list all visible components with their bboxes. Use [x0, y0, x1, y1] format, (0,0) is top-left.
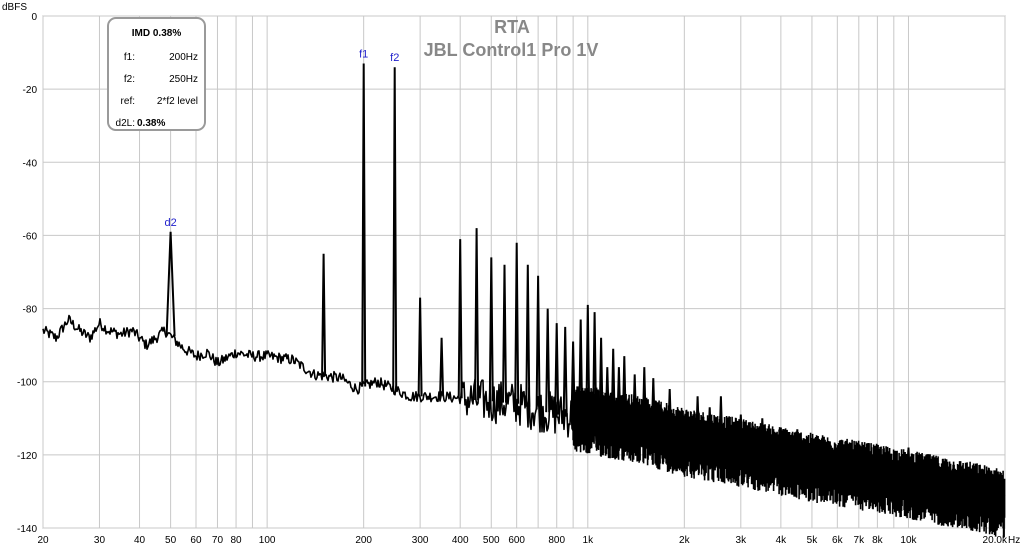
x-axis-unit: Hz [1008, 535, 1020, 546]
info-label-d2l: d2L: [115, 118, 135, 129]
spectrum-peak [570, 341, 576, 417]
x-tick-label: 20.0k [983, 535, 1008, 546]
info-row-d2l: d2L: 0.38% [113, 118, 198, 132]
y-tick-label: -80 [23, 305, 38, 316]
spectrum-peak [535, 275, 541, 410]
info-value-d2l: 0.38% [137, 118, 166, 129]
x-tick-label: 30 [94, 535, 106, 546]
spectrum-peak [610, 348, 616, 424]
spectrum-peak [417, 297, 423, 397]
spectrum-peak [545, 308, 551, 413]
x-tick-label: 70 [212, 535, 224, 546]
spectrum-peak [707, 407, 713, 446]
imd-info-box: IMD 0.38% f1: 200Hz f2: 250Hz ref: 2*f2 … [107, 17, 206, 131]
spectrum-peak [439, 337, 445, 397]
info-value-ref: 2*f2 level [156, 96, 198, 107]
x-tick-label: 4k [776, 535, 788, 546]
info-label-f2: f2: [123, 74, 135, 85]
spectrum-peak [616, 367, 622, 425]
x-tick-label: 6k [832, 535, 844, 546]
y-tick-label: -100 [17, 378, 37, 389]
spectrum-trace-layer [42, 63, 1006, 538]
spectrum-peak [554, 323, 560, 415]
x-tick-label: 200 [355, 535, 372, 546]
spectrum-peak [641, 367, 647, 430]
spectrum-peak [604, 367, 610, 423]
spectrum-peak [392, 67, 398, 390]
spectrum-peak [906, 447, 911, 483]
y-tick-label: 0 [31, 12, 37, 23]
marker-label-f1: f1 [359, 49, 368, 61]
spectrum-peak [165, 231, 176, 337]
spectrum-peak [695, 396, 701, 443]
spectrum-peak [874, 451, 880, 477]
y-tick-label: -60 [23, 231, 38, 242]
spectrum-peak [562, 326, 568, 416]
spectrum-peak [578, 319, 584, 418]
peak-markers: f1 f2 d2 [164, 49, 399, 229]
x-tick-label: 2k [679, 535, 691, 546]
spectrum-peak [361, 63, 367, 387]
chart-subtitle: JBL Control1 Pro 1V [424, 40, 599, 60]
info-label-f1: f1: [123, 52, 135, 63]
chart-title: RTA [494, 17, 530, 37]
x-tick-label: 60 [190, 535, 202, 546]
x-tick-label: 80 [230, 535, 242, 546]
spectrum-peak [621, 356, 627, 426]
y-axis-unit: dBFS [2, 2, 27, 13]
x-tick-label: 40 [134, 535, 146, 546]
spectrum-peak [321, 253, 327, 376]
x-tick-label: 800 [548, 535, 565, 546]
y-tick-label: -40 [23, 158, 38, 169]
spectrum-peak [632, 374, 638, 428]
x-tick-label: 3k [736, 535, 748, 546]
spectrum-peak [834, 447, 840, 471]
x-tick-label: 7k [854, 535, 866, 546]
x-tick-label: 5k [807, 535, 819, 546]
x-tick-label: 100 [259, 535, 276, 546]
info-value-f1: 200Hz [169, 52, 198, 63]
x-tick-label: 20 [37, 535, 49, 546]
spectrum-peak [759, 418, 765, 456]
spectrum-peak [457, 239, 463, 399]
spectrum-peak [585, 304, 591, 419]
x-tick-label: 500 [483, 535, 500, 546]
y-tick-label: -120 [17, 451, 37, 462]
x-tick-label: 1k [583, 535, 595, 546]
x-tick-label: 50 [165, 535, 177, 546]
spectrum-peak [650, 378, 656, 432]
x-tick-label: 300 [412, 535, 429, 546]
info-value-f2: 250Hz [169, 74, 198, 85]
info-label-ref: ref: [120, 96, 135, 107]
spectrum-peak [794, 429, 800, 463]
spectrum-peak [667, 388, 673, 437]
spectrum-peak [592, 312, 598, 420]
x-tick-label: 400 [452, 535, 469, 546]
spectrum-peak [598, 337, 604, 421]
x-tick-label: 8k [872, 535, 884, 546]
y-tick-label: -140 [17, 524, 37, 535]
x-tick-label: 600 [508, 535, 525, 546]
y-tick-label: -20 [23, 85, 38, 96]
spectrum-peak [502, 264, 507, 403]
spectrum-peak [474, 228, 480, 401]
info-row-f1: f1: 200Hz [113, 52, 198, 66]
y-tick-labels: 0 -20 -40 -60 -80 -100 -120 -140 [17, 12, 37, 535]
imd-header: IMD 0.38% [131, 28, 182, 39]
spectrum-peak [718, 396, 724, 448]
spectrum-peak [738, 414, 744, 452]
spectrum-peak [488, 257, 494, 402]
x-tick-label: 10k [900, 535, 917, 546]
spectrum-peak [525, 264, 531, 407]
info-row-ref: ref: 2*f2 level [113, 96, 198, 110]
marker-label-d2: d2 [164, 217, 176, 229]
marker-label-f2: f2 [390, 52, 399, 64]
x-tick-labels: 20 30 40 50 60 70 80 100 200 300 400 500 600 800 1k 2k 3… [37, 535, 1008, 546]
spectrum-peak [514, 242, 520, 404]
info-row-f2: f2: 250Hz [113, 74, 198, 88]
